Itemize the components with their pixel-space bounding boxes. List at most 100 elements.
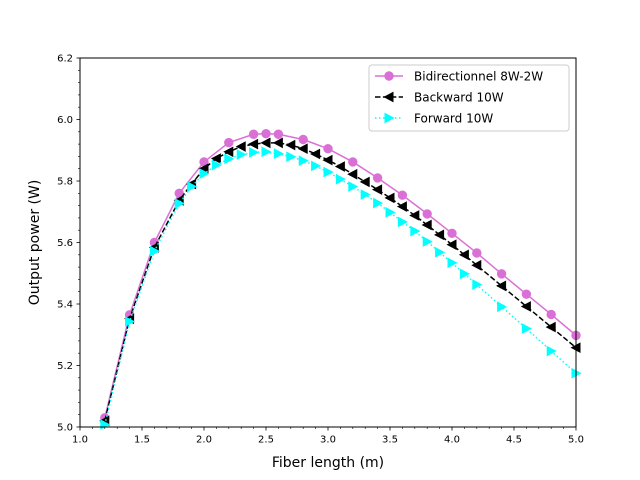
y-tick-label: 5.0 (57, 423, 73, 434)
legend-items: Bidirectionnel 8W-2W Backward 10W Forward … (375, 69, 543, 125)
axis-layer: 1.0 1.5 2.0 2.5 3.0 3.5 4.0 4.5 5.0 5.0 5.2 5.4 5.6 5… (57, 54, 584, 446)
series-1-point (298, 134, 308, 145)
series-1-point (323, 144, 333, 154)
legend-label-1: Bidirectionnel 8W-2W (414, 69, 543, 83)
series-2-point (297, 143, 308, 155)
series-1-point (472, 248, 482, 258)
legend-marker-1 (384, 71, 394, 81)
y-tick-label: 5.2 (57, 361, 73, 372)
y-tick-label: 6.2 (57, 54, 73, 65)
series-3-point (422, 236, 433, 247)
legend: Bidirectionnel 8W-2W Backward 10W Forward … (368, 64, 570, 132)
legend-label-3: Forward 10W (414, 111, 493, 125)
legend-item-3: Forward 10W (375, 111, 493, 125)
series-2-point (272, 137, 283, 149)
series-1-point (348, 157, 358, 167)
x-axis-label: Fiber length (m) (272, 455, 384, 471)
series-1-point (261, 128, 271, 139)
series-3-point (447, 257, 458, 269)
series-2-point (446, 239, 457, 250)
series-3-point (261, 146, 272, 158)
series-3-point (385, 207, 396, 218)
series-3-point (224, 153, 235, 165)
series-1-point (546, 309, 556, 320)
series-1-point (496, 269, 507, 279)
series-2-point (520, 301, 531, 312)
y-tick-label: 5.8 (57, 177, 73, 188)
series-2-point (384, 192, 395, 204)
series-3-point (187, 181, 198, 192)
y-tick-label: 5.4 (57, 300, 73, 311)
legend-marker-2 (383, 91, 394, 103)
x-tick-label: 2.5 (258, 435, 274, 446)
series-2-point (223, 146, 234, 158)
series-3-point (323, 166, 334, 178)
legend-item-2: Backward 10W (375, 90, 504, 104)
series-2-point (396, 201, 407, 212)
series-3-point (211, 159, 222, 171)
series-3-point (373, 197, 384, 209)
series-3-point (435, 247, 446, 258)
series-2-point (496, 280, 507, 292)
x-tick-label: 4.0 (444, 435, 460, 446)
y-tick-label: 6.0 (57, 115, 73, 126)
series-2-point (372, 184, 383, 195)
series-3-point (199, 168, 210, 179)
legend-item-1: Bidirectionnel 8W-2W (375, 69, 543, 83)
series-1-point (447, 228, 457, 238)
series-3-point (410, 225, 421, 237)
series-2-point (458, 249, 469, 261)
series-3-point (298, 155, 309, 167)
series-1-point (273, 129, 284, 139)
x-tick-label: 3.0 (320, 435, 336, 446)
series-2-point (421, 219, 432, 231)
series-2-point (260, 137, 271, 149)
series-3-point (311, 160, 322, 172)
series-2-point (210, 153, 221, 164)
x-tick-label: 3.5 (382, 435, 398, 446)
series-2-point (545, 321, 556, 333)
series-2-point (334, 161, 345, 172)
y-tick-label: 5.6 (57, 238, 73, 249)
series-3-point (249, 147, 260, 158)
series-3-point (397, 216, 408, 228)
series-3-point (125, 316, 136, 327)
series-2-point (285, 139, 296, 151)
series-2 (99, 137, 581, 427)
series-3-point (286, 151, 297, 163)
legend-label-2: Backward 10W (414, 90, 504, 104)
series-2-point (322, 154, 333, 166)
series-1-point (422, 209, 432, 219)
series-1-point (248, 129, 259, 139)
series-3-point (546, 345, 557, 357)
series-3-point (149, 245, 160, 257)
series-2-point (434, 229, 445, 241)
series-2-point (471, 259, 482, 271)
series-3-point (174, 198, 185, 209)
series-3-point (459, 268, 470, 280)
series-3-point (273, 148, 284, 159)
series-1-point (224, 137, 234, 148)
x-tick-label: 1.5 (134, 435, 150, 446)
x-tick-label: 5.0 (568, 435, 584, 446)
series-3-point (497, 301, 508, 313)
series-3-point (236, 149, 247, 160)
series-3-point (335, 173, 346, 185)
x-tick-label: 1.0 (72, 435, 88, 446)
legend-frame (368, 64, 570, 132)
series-2-point (248, 138, 259, 150)
series-2-point (310, 148, 321, 160)
y-axis-label: Output power (W) (27, 180, 43, 306)
series-2-point (409, 210, 420, 221)
series-1-point (372, 173, 383, 183)
series-3-point (348, 181, 359, 192)
series-3-line (104, 151, 577, 425)
series-2-point (347, 168, 358, 180)
legend-marker-3 (384, 112, 395, 124)
series-2-point (235, 141, 246, 152)
series-2-point (359, 176, 370, 188)
series-1-point (397, 190, 408, 200)
series-3-point (472, 279, 483, 290)
series-3-point (360, 189, 371, 200)
